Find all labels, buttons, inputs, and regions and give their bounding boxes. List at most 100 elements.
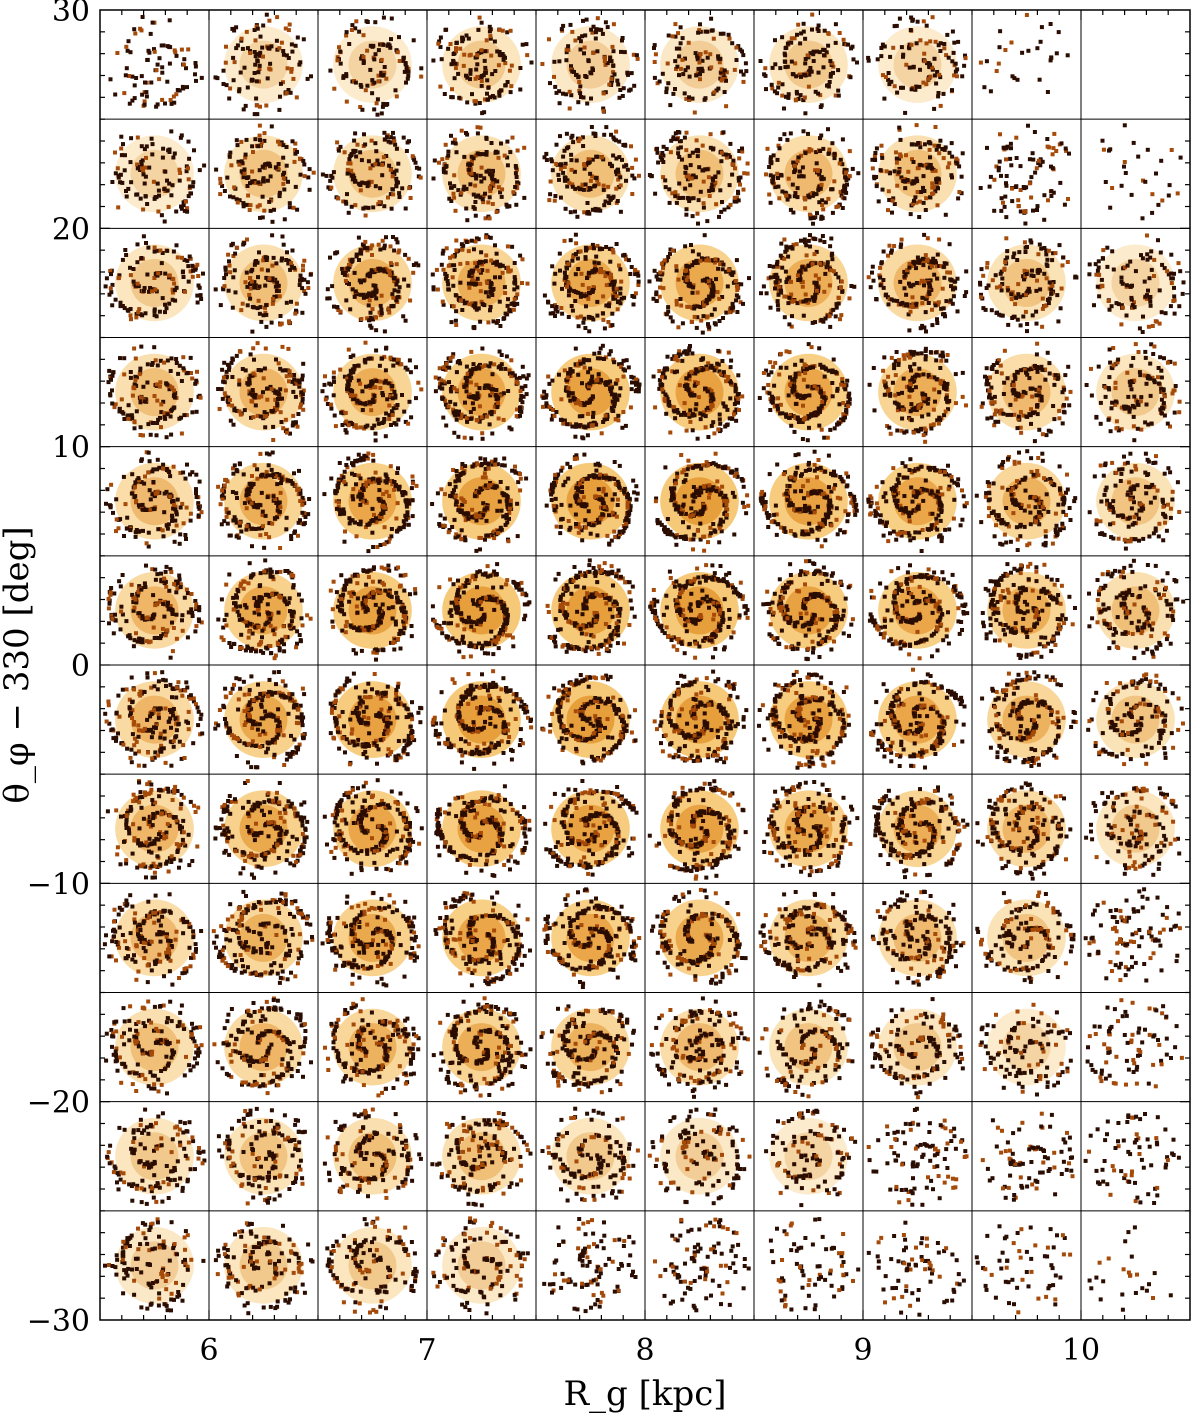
spiral-panel xyxy=(216,341,306,442)
spiral-panel xyxy=(975,1224,1072,1314)
x-tick-labels: 6 7 8 9 10 xyxy=(199,1333,1100,1368)
spiral-panel xyxy=(107,564,204,660)
y-tick-label: 20 xyxy=(52,212,90,247)
spiral-panel xyxy=(648,779,748,881)
spiral-panel xyxy=(212,890,314,985)
spiral-panel xyxy=(759,450,859,549)
spiral-panel xyxy=(867,233,969,334)
spiral-panel xyxy=(212,997,313,1096)
spiral-panel xyxy=(1088,452,1182,551)
spiral-panel xyxy=(1088,1225,1173,1311)
spiral-panel xyxy=(546,558,637,656)
spiral-panel xyxy=(104,1000,204,1096)
spiral-panel xyxy=(759,890,858,987)
spiral-panel xyxy=(866,15,967,115)
spiral-panel xyxy=(431,233,530,330)
spiral-panel xyxy=(104,450,204,548)
spiral-panel xyxy=(1101,123,1183,220)
spiral-panel xyxy=(769,1217,860,1311)
spiral-panel xyxy=(321,891,421,988)
spiral-panel xyxy=(541,1107,640,1203)
spiral-panel xyxy=(981,562,1077,660)
spiral-panel xyxy=(1086,998,1184,1088)
spiral-panel xyxy=(216,451,311,551)
spiral-panel xyxy=(868,347,968,444)
spiral-panel xyxy=(105,1108,206,1206)
x-tick-label: 6 xyxy=(199,1333,218,1368)
spiral-panel xyxy=(979,1003,1073,1097)
spiral-panel xyxy=(975,781,1072,880)
spiral-panel xyxy=(540,16,639,113)
spiral-panel xyxy=(328,16,423,117)
spiral-panel xyxy=(759,13,860,116)
spiral-panel xyxy=(1086,672,1185,766)
spiral-panel xyxy=(323,1108,423,1200)
spiral-panel xyxy=(213,779,309,880)
spiral-panel xyxy=(542,1217,637,1313)
spiral-panel xyxy=(543,233,641,334)
spiral-panel xyxy=(652,17,748,115)
y-tick-label: 10 xyxy=(52,431,90,466)
x-tick-label: 10 xyxy=(1062,1333,1100,1368)
x-tick-label: 7 xyxy=(417,1333,436,1368)
spiral-panel xyxy=(868,563,969,660)
spiral-panel xyxy=(757,670,851,770)
spiral-panel xyxy=(761,559,855,661)
spiral-panel xyxy=(431,1216,529,1315)
spiral-panel xyxy=(107,345,203,440)
spiral-panel xyxy=(1087,559,1185,660)
spiral-panel xyxy=(321,341,424,443)
spiral-panel xyxy=(431,16,533,116)
spiral-panel xyxy=(869,997,965,1099)
spiral-panel xyxy=(434,784,531,878)
spiral-panel xyxy=(542,887,641,989)
spiral-panel xyxy=(649,996,750,1098)
spiral-panel xyxy=(214,233,313,333)
spiral-panel xyxy=(981,1112,1075,1202)
spiral-panel xyxy=(214,13,314,116)
spiral-panel xyxy=(648,1108,752,1206)
spiral-panel xyxy=(650,888,748,986)
spiral-panel xyxy=(1085,342,1182,442)
spiral-panel xyxy=(323,997,421,1097)
spiral-panel xyxy=(321,131,423,218)
spiral-panel xyxy=(543,779,638,877)
spiral-panel xyxy=(978,236,1078,333)
y-tick-label: −10 xyxy=(27,867,90,902)
spiral-panel xyxy=(325,235,420,333)
spiral-panel xyxy=(654,452,750,553)
y-axis-title: θ_φ − 330 [deg] xyxy=(0,526,37,803)
spiral-panel xyxy=(1087,234,1185,335)
spiral-panel xyxy=(110,129,206,223)
spiral-panel xyxy=(103,670,204,768)
spiral-panel xyxy=(975,891,1075,984)
spiral-panel xyxy=(545,453,640,547)
spiral-panel xyxy=(431,669,533,771)
spiral-panel xyxy=(759,233,856,329)
spiral-panel xyxy=(764,127,860,226)
spiral-panel xyxy=(871,890,965,987)
spiral-panel xyxy=(1084,887,1182,982)
spiral-panel xyxy=(106,779,200,880)
spiral-panel xyxy=(434,347,531,441)
spiral-panel xyxy=(217,1107,307,1206)
spiral-panel xyxy=(214,1221,315,1315)
x-tick-label: 8 xyxy=(635,1333,654,1368)
spiral-panel xyxy=(648,130,750,226)
spiral-panel xyxy=(540,1004,636,1094)
spiral-panel xyxy=(758,1000,855,1099)
spiral-panel xyxy=(214,124,316,224)
spiral-panel xyxy=(764,1109,857,1207)
spiral-panel xyxy=(653,1218,751,1313)
spiral-panel xyxy=(103,892,203,986)
spiral-panel xyxy=(979,124,1071,226)
spiral-panel xyxy=(1084,786,1181,877)
spiral-panel xyxy=(543,125,642,219)
spiral-panel xyxy=(216,558,312,660)
spiral-panel xyxy=(103,1217,205,1312)
spiral-panel xyxy=(872,785,969,879)
spiral-panel xyxy=(329,672,424,767)
spiral-panel xyxy=(213,670,306,769)
spiral-panel xyxy=(325,1217,418,1315)
